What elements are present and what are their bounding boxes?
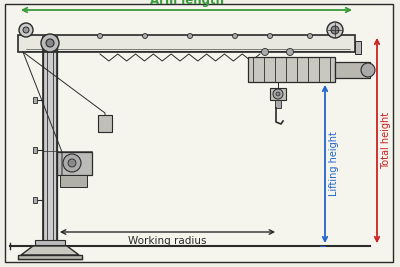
Circle shape [232, 33, 238, 38]
Circle shape [68, 159, 76, 167]
Circle shape [268, 33, 272, 38]
Text: Total height: Total height [381, 112, 391, 169]
Bar [18, 35, 355, 52]
Circle shape [273, 89, 283, 99]
Circle shape [19, 23, 33, 37]
Circle shape [308, 33, 312, 38]
Bar [270, 88, 286, 100]
Bar [33, 197, 37, 203]
Circle shape [361, 63, 375, 77]
Bar [35, 240, 65, 245]
Circle shape [262, 49, 268, 56]
Polygon shape [21, 246, 79, 255]
Circle shape [286, 49, 294, 56]
Circle shape [23, 27, 29, 33]
Bar [248, 57, 335, 82]
Bar [355, 41, 361, 54]
Circle shape [331, 26, 339, 34]
Circle shape [41, 34, 59, 52]
Circle shape [327, 22, 343, 38]
Circle shape [142, 33, 148, 38]
Circle shape [188, 33, 192, 38]
Circle shape [63, 154, 81, 172]
Bar [57, 152, 92, 175]
Circle shape [98, 33, 102, 38]
Text: Working radius: Working radius [128, 236, 207, 246]
Text: Lifting height: Lifting height [329, 132, 339, 197]
Bar [33, 97, 37, 103]
Text: Arm length: Arm length [150, 0, 224, 7]
Bar [33, 147, 37, 153]
Bar [335, 62, 370, 78]
Circle shape [276, 92, 280, 96]
Bar [60, 175, 87, 187]
Bar [43, 37, 57, 240]
Bar [275, 100, 281, 108]
Circle shape [46, 39, 54, 47]
Bar [98, 115, 112, 132]
Bar [18, 255, 82, 259]
